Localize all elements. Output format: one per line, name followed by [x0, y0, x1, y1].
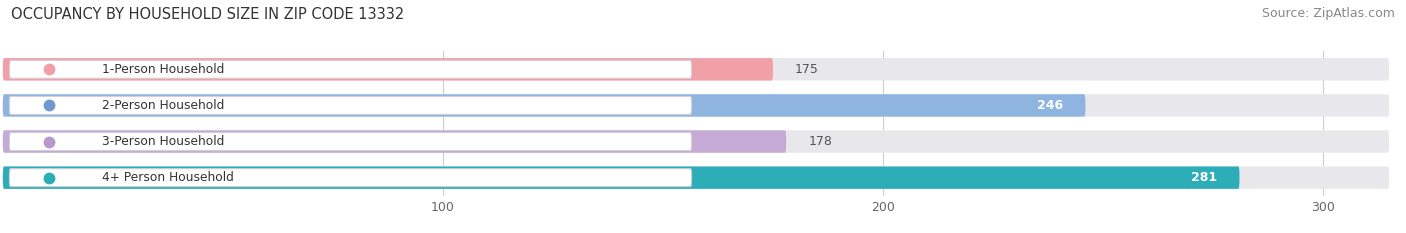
FancyBboxPatch shape: [3, 166, 1240, 189]
FancyBboxPatch shape: [10, 96, 692, 114]
Text: 4+ Person Household: 4+ Person Household: [101, 171, 233, 184]
FancyBboxPatch shape: [3, 58, 1389, 81]
FancyBboxPatch shape: [3, 94, 1389, 117]
Text: 2-Person Household: 2-Person Household: [101, 99, 224, 112]
FancyBboxPatch shape: [10, 60, 692, 78]
FancyBboxPatch shape: [3, 94, 1085, 117]
Text: 1-Person Household: 1-Person Household: [101, 63, 224, 76]
Text: 246: 246: [1038, 99, 1063, 112]
Text: OCCUPANCY BY HOUSEHOLD SIZE IN ZIP CODE 13332: OCCUPANCY BY HOUSEHOLD SIZE IN ZIP CODE …: [11, 7, 405, 22]
FancyBboxPatch shape: [3, 130, 786, 153]
FancyBboxPatch shape: [10, 133, 692, 151]
FancyBboxPatch shape: [3, 166, 1389, 189]
FancyBboxPatch shape: [10, 169, 692, 187]
Text: 178: 178: [808, 135, 832, 148]
FancyBboxPatch shape: [3, 130, 1389, 153]
FancyBboxPatch shape: [3, 58, 773, 81]
Text: Source: ZipAtlas.com: Source: ZipAtlas.com: [1261, 7, 1395, 20]
Text: 281: 281: [1191, 171, 1218, 184]
Text: 3-Person Household: 3-Person Household: [101, 135, 224, 148]
Text: 175: 175: [794, 63, 818, 76]
